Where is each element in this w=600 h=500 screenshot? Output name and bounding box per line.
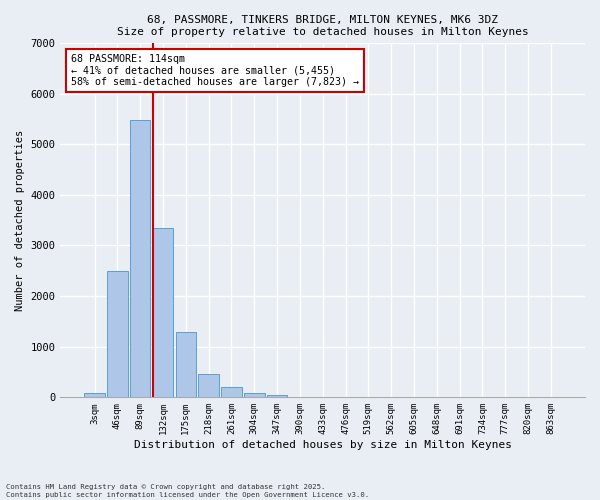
X-axis label: Distribution of detached houses by size in Milton Keynes: Distribution of detached houses by size … — [134, 440, 512, 450]
Title: 68, PASSMORE, TINKERS BRIDGE, MILTON KEYNES, MK6 3DZ
Size of property relative t: 68, PASSMORE, TINKERS BRIDGE, MILTON KEY… — [117, 15, 529, 36]
Bar — [221, 386, 242, 398]
Bar — [84, 394, 105, 398]
Text: Contains HM Land Registry data © Crown copyright and database right 2025.
Contai: Contains HM Land Registry data © Crown c… — [6, 484, 369, 498]
Bar — [153, 228, 173, 398]
Bar — [267, 395, 287, 398]
Bar — [176, 332, 196, 398]
Y-axis label: Number of detached properties: Number of detached properties — [15, 130, 25, 311]
Bar — [107, 271, 128, 398]
Text: 68 PASSMORE: 114sqm
← 41% of detached houses are smaller (5,455)
58% of semi-det: 68 PASSMORE: 114sqm ← 41% of detached ho… — [71, 54, 359, 87]
Bar — [130, 120, 151, 398]
Bar — [199, 374, 219, 398]
Bar — [244, 393, 265, 398]
